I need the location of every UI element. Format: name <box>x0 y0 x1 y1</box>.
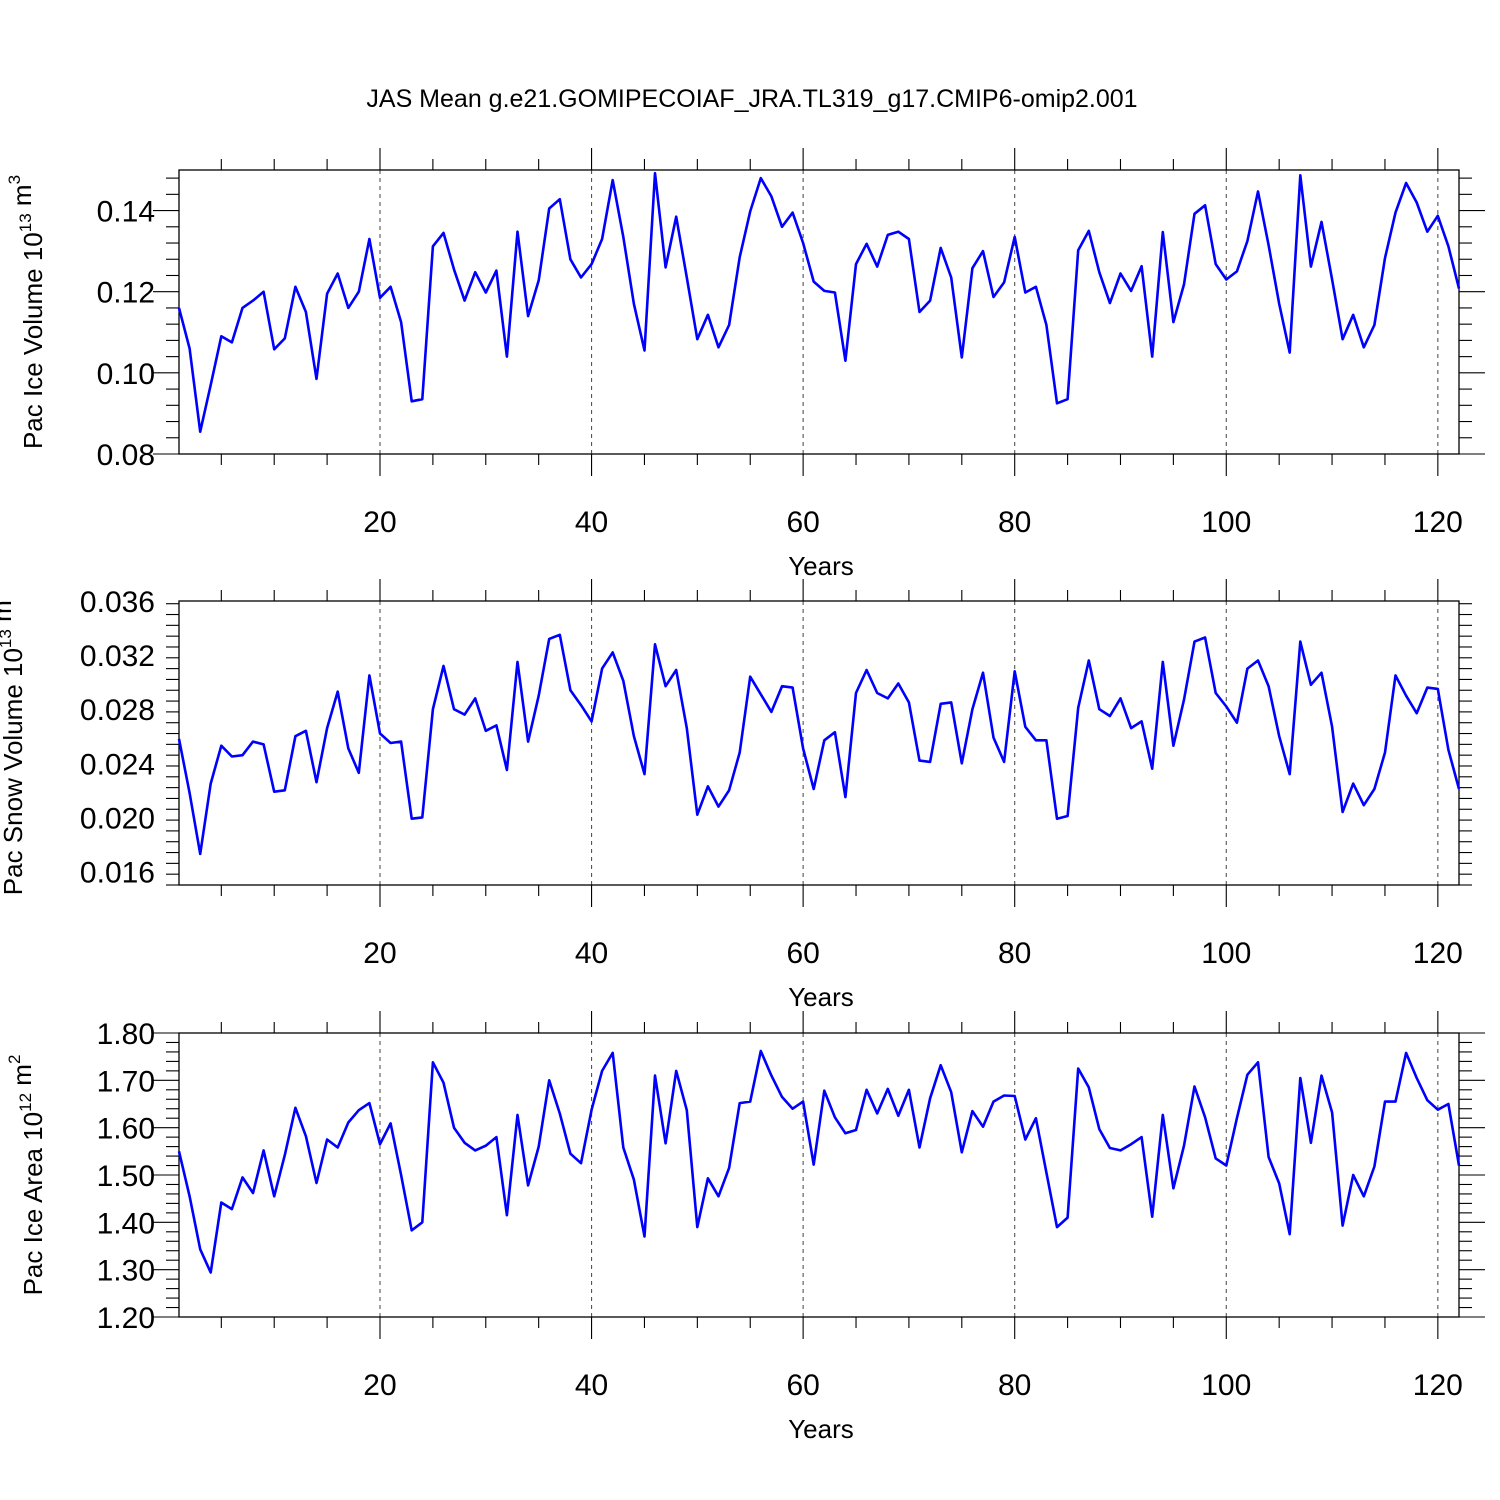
y-tick-label: 1.30 <box>97 1255 155 1288</box>
y-tick-label: 1.50 <box>97 1160 155 1193</box>
ice-volume-panel: 20 40 60 80 100 120 0.08 0.10 0.12 0.14 Years Pac I… <box>5 148 1485 581</box>
x-tick-label: 80 <box>998 937 1031 970</box>
y-tick-label: 0.10 <box>97 358 155 391</box>
series-line <box>177 1049 1461 1274</box>
x-axis-title: Years <box>788 551 854 581</box>
y-axis-title-superscript: 13 <box>0 629 15 648</box>
x-tick-label: 60 <box>786 937 819 970</box>
y-axis-title-part: Pac Ice Volume 10 <box>18 232 48 449</box>
y-tick-label: 1.20 <box>97 1302 155 1335</box>
x-tick-label: 60 <box>786 1369 819 1402</box>
plot-frame <box>178 1032 1460 1318</box>
y-axis-title-part: Pac Snow Volume 10 <box>0 648 28 895</box>
y-tick-label: 0.12 <box>97 277 155 310</box>
y-axis-title: Pac Snow Volume 1013 m3 <box>0 591 28 895</box>
ice-area-panel: 20 40 60 80 100 120 1.20 1.30 1.40 1.50 1.60 1.70 1.… <box>5 1011 1485 1444</box>
x-tick-label: 120 <box>1413 506 1463 539</box>
y-axis-title-superscript: 3 <box>0 591 4 600</box>
x-tick-label: 100 <box>1201 937 1251 970</box>
x-tick-label: 80 <box>998 1369 1031 1402</box>
x-tick-label: 20 <box>363 937 396 970</box>
y-axis-title-superscript: 12 <box>16 1093 35 1112</box>
x-tick-label: 40 <box>575 506 608 539</box>
y-axis-title: Pac Ice Volume 1013 m3 <box>5 175 48 449</box>
y-tick-label: 0.032 <box>80 640 155 673</box>
y-tick-label: 1.70 <box>97 1065 155 1098</box>
x-tick-label: 60 <box>786 506 819 539</box>
x-tick-label: 120 <box>1413 1369 1463 1402</box>
y-axis-title-part: m <box>7 184 37 213</box>
y-tick-label: 0.024 <box>80 748 155 781</box>
x-axis-title: Years <box>788 1414 854 1444</box>
x-tick-label: 40 <box>575 1369 608 1402</box>
y-tick-label: 0.020 <box>80 802 155 835</box>
y-tick-label: 0.028 <box>80 694 155 727</box>
y-tick-label: 0.08 <box>97 439 155 472</box>
y-axis-title-part: m <box>7 1064 37 1093</box>
y-axis-title-superscript: 2 <box>5 1055 24 1064</box>
y-tick-label: 1.80 <box>97 1018 155 1051</box>
x-axis-title: Years <box>788 982 854 1012</box>
y-axis-title: Pac Ice Area 1012 m2 <box>5 1055 48 1296</box>
x-tick-label: 80 <box>998 506 1031 539</box>
y-tick-label: 0.016 <box>80 856 155 889</box>
x-tick-label: 100 <box>1201 506 1251 539</box>
series-line <box>177 171 1461 434</box>
snow-volume-panel: 20 40 60 80 100 120 0.016 0.020 0.024 0.028 0.032 0… <box>0 579 1472 1012</box>
x-tick-label: 40 <box>575 937 608 970</box>
x-tick-label: 20 <box>363 1369 396 1402</box>
y-tick-label: 1.60 <box>97 1113 155 1146</box>
y-axis-title-superscript: 3 <box>5 175 24 184</box>
y-axis-title-part: m <box>0 600 17 629</box>
figure-title: JAS Mean g.e21.GOMIPECOIAF_JRA.TL319_g17… <box>366 85 1137 113</box>
x-tick-label: 100 <box>1201 1369 1251 1402</box>
y-axis-title-superscript: 13 <box>16 213 35 232</box>
x-tick-label: 20 <box>363 506 396 539</box>
y-tick-label: 0.036 <box>80 586 155 619</box>
y-axis-title-part: Pac Ice Area 10 <box>18 1112 48 1296</box>
y-tick-label: 0.14 <box>97 196 155 229</box>
y-tick-label: 1.40 <box>97 1207 155 1240</box>
series-line <box>177 633 1461 856</box>
x-tick-label: 120 <box>1413 937 1463 970</box>
